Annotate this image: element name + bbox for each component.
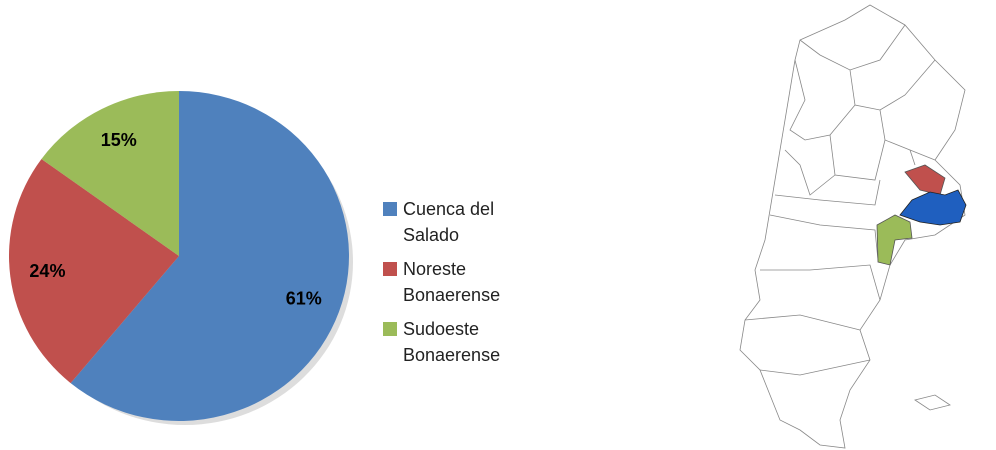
legend-label: Sudoeste Bonaerense: [403, 319, 501, 365]
legend-label: Noreste Bonaerense: [403, 259, 501, 305]
legend-item: Noreste Bonaerense: [383, 256, 518, 308]
legend-swatch: [383, 262, 397, 276]
data-label: 61%: [286, 288, 322, 308]
legend-swatch: [383, 322, 397, 336]
legend-label: Cuenca del Salado: [403, 199, 495, 245]
legend-item: Cuenca del Salado: [383, 196, 518, 248]
data-label: 15%: [101, 130, 137, 150]
data-label: 24%: [29, 261, 65, 281]
legend: Cuenca del Salado Noreste Bonaerense Sudoe…: [383, 196, 518, 376]
map: [739, 4, 967, 449]
pie-slice: [9, 159, 180, 384]
legend-swatch: [383, 202, 397, 216]
legend-item: Sudoeste Bonaerense: [383, 316, 518, 368]
pie-slice: [70, 91, 350, 421]
pie-slice: [41, 91, 180, 256]
